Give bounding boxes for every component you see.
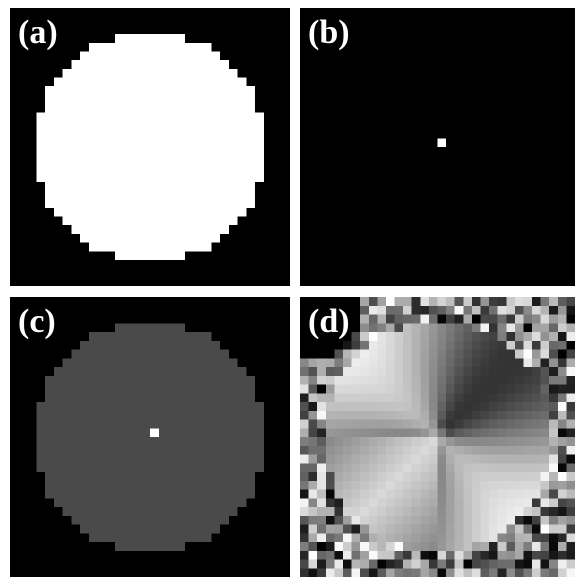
panel-a: (a) xyxy=(10,8,290,286)
panel-a-label: (a) xyxy=(18,14,58,51)
panel-b-label: (b) xyxy=(308,14,350,51)
panel-b-image xyxy=(300,8,575,286)
panel-b: (b) xyxy=(300,8,575,286)
panel-c-label: (c) xyxy=(18,303,56,340)
panel-c-image xyxy=(10,297,290,577)
panel-c: (c) xyxy=(10,297,290,577)
panel-d: (d) xyxy=(300,297,575,577)
panel-d-label: (d) xyxy=(308,303,350,340)
panel-a-image xyxy=(10,8,290,286)
panel-d-image xyxy=(300,297,575,577)
